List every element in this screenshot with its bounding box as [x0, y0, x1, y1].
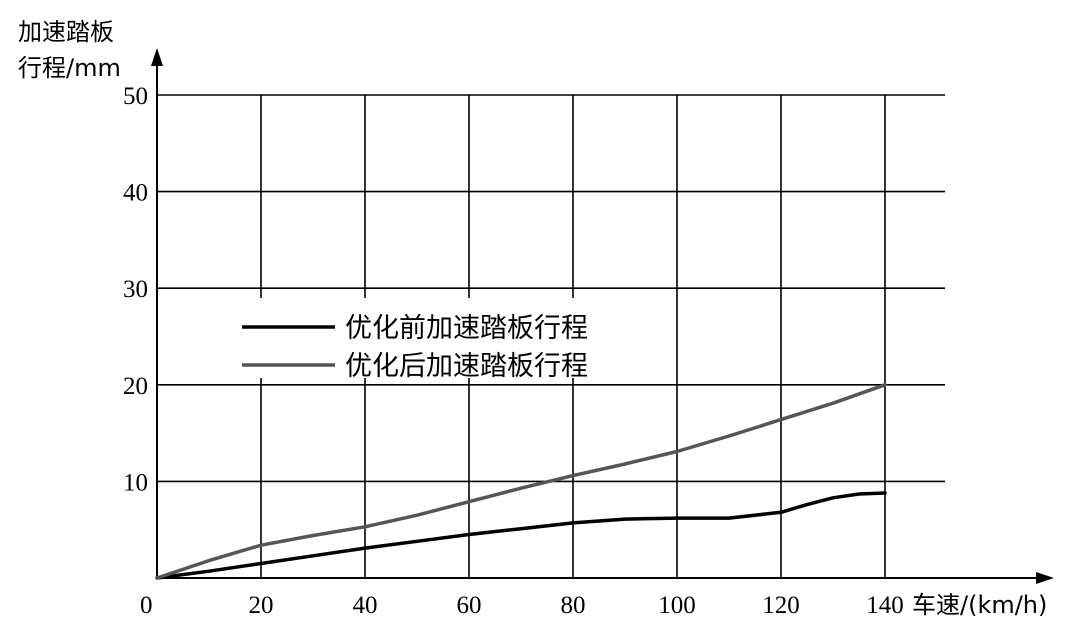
series-lines [155, 383, 887, 580]
x-tick-label: 60 [457, 592, 482, 619]
x-axis-title: 车速/(km/h) [912, 591, 1047, 619]
x-tick-label: 40 [353, 592, 378, 619]
x-tick-label: 140 [866, 592, 904, 619]
y-axis-arrow [151, 48, 163, 66]
y-axis-title-line1: 加速踏板 [18, 18, 114, 46]
legend-label-1: 优化前加速踏板行程 [345, 313, 588, 344]
y-tick-label: 30 [123, 276, 148, 303]
series-line-2 [155, 383, 887, 580]
y-axis-title-line2: 行程/mm [18, 54, 121, 82]
axes [151, 48, 1054, 584]
x-tick-label: 80 [561, 592, 586, 619]
origin-label: 0 [140, 592, 153, 619]
x-tick-label: 120 [762, 592, 800, 619]
y-tick-label: 40 [123, 180, 148, 207]
y-tick-label: 20 [123, 373, 148, 400]
tick-labels: 20 40 60 80 100 120 140 10 20 30 40 50 [123, 83, 904, 619]
series-line-1 [155, 491, 887, 580]
x-tick-label: 20 [249, 592, 274, 619]
x-tick-label: 100 [658, 592, 696, 619]
y-tick-label: 10 [123, 469, 148, 496]
legend-label-2: 优化后加速踏板行程 [345, 351, 588, 382]
y-tick-label: 50 [123, 83, 148, 110]
x-axis-arrow [1036, 572, 1054, 584]
